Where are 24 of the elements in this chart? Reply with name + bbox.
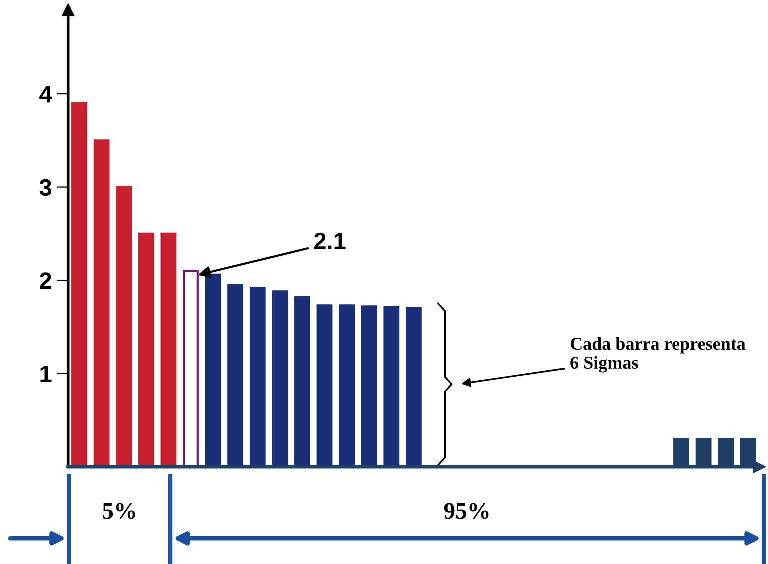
bar bbox=[94, 140, 110, 467]
text: 5% bbox=[103, 503, 136, 520]
bar bbox=[160, 232, 177, 467]
bar bbox=[250, 286, 266, 467]
bar bbox=[183, 270, 199, 467]
y-tick-label: 3 bbox=[40, 179, 52, 196]
bar bbox=[339, 304, 356, 467]
bar bbox=[116, 186, 132, 467]
bar bbox=[406, 307, 422, 467]
y-tick-label: 4 bbox=[40, 86, 52, 103]
bar bbox=[138, 232, 154, 467]
bar bbox=[72, 102, 88, 467]
bar bbox=[272, 290, 288, 467]
bar bbox=[384, 306, 400, 467]
annotation: 2.1 bbox=[314, 232, 346, 250]
bar bbox=[228, 284, 244, 467]
bar bbox=[316, 304, 333, 467]
bar bbox=[294, 296, 310, 467]
y-tick-label: 1 bbox=[40, 366, 52, 382]
annotation: Cada barra representa 6 Sigmas bbox=[570, 337, 746, 373]
text: 95% bbox=[444, 503, 489, 520]
y-tick-label: 2 bbox=[40, 272, 52, 290]
bar bbox=[205, 274, 222, 467]
bar bbox=[361, 306, 378, 467]
